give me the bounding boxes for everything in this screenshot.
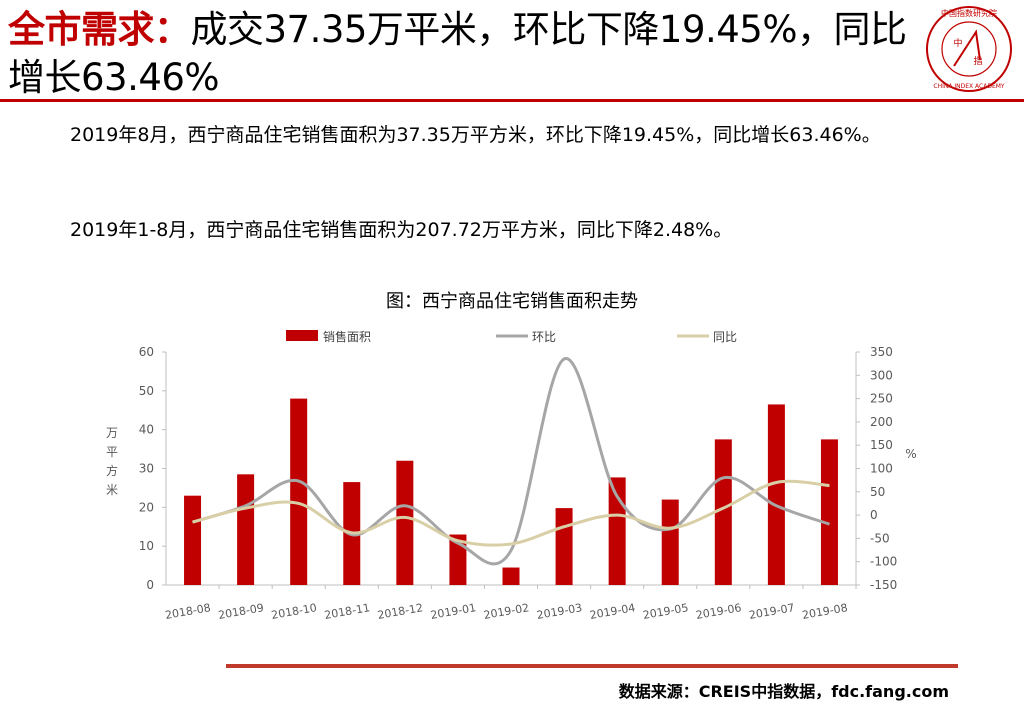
logo-text-bottom: CHINA INDEX ACADEMY: [933, 83, 1005, 90]
legend-swatch-bar: [286, 330, 318, 341]
bar: [396, 460, 414, 585]
title-rest: 成交37.35万平米，环比下降19.45%，同比增长63.46%: [8, 8, 907, 99]
title-divider: [0, 99, 1024, 102]
x-tick-label: 2019-03: [536, 601, 584, 622]
title-lead: 全市需求：: [8, 8, 191, 51]
logo-text-center: 中: [953, 37, 962, 49]
bar: [714, 439, 732, 585]
y2-tick-label: 300: [870, 368, 893, 382]
y-tick-label: 60: [139, 345, 154, 359]
y-tick-label: 20: [139, 500, 154, 514]
x-tick-label: 2018-08: [164, 601, 212, 622]
paragraph-1: 2019年8月，西宁商品住宅销售面积为37.35万平方米，环比下降19.45%，…: [70, 124, 881, 146]
bar: [237, 474, 255, 585]
bar: [820, 439, 838, 585]
chart-title: 图：西宁商品住宅销售面积走势: [386, 291, 638, 312]
y2-tick-label: 100: [870, 462, 893, 476]
bar: [184, 495, 202, 585]
x-tick-label: 2019-01: [430, 601, 478, 622]
y2-tick-label: 350: [870, 345, 893, 359]
x-tick-label: 2018-09: [217, 601, 265, 622]
bar: [502, 567, 520, 585]
x-tick-label: 2019-07: [748, 601, 796, 622]
logo-text-top: 中国指数研究院: [941, 8, 997, 18]
y-tick-label: 50: [139, 384, 154, 398]
x-tick-label: 2018-12: [376, 601, 424, 622]
data-source: 数据来源：CREIS中指数据，fdc.fang.com: [618, 682, 949, 701]
x-tick-label: 2019-04: [589, 601, 637, 622]
y-axis-title-char: 方: [106, 463, 118, 478]
y2-tick-label: 250: [870, 392, 893, 406]
paragraph-2: 2019年1-8月，西宁商品住宅销售面积为207.72万平方米，同比下降2.48…: [70, 219, 733, 241]
y2-tick-label: 150: [870, 438, 893, 452]
x-tick-label: 2019-08: [801, 601, 849, 622]
y2-tick-label: 200: [870, 415, 893, 429]
x-tick-label: 2019-05: [642, 601, 690, 622]
x-tick-label: 2018-10: [270, 601, 318, 622]
x-tick-label: 2019-02: [483, 601, 531, 622]
logo-outer-ring: [926, 6, 1012, 92]
logo-inner-ring: [941, 21, 997, 77]
line-mom: [192, 357, 830, 566]
y-axis-title-char: 平: [106, 445, 118, 459]
y-tick-label: 40: [139, 423, 154, 437]
legend-label-mom: 环比: [532, 330, 556, 344]
y2-tick-label: 50: [870, 485, 885, 499]
legend-label-yoy: 同比: [713, 330, 737, 344]
logo-mark: [953, 29, 981, 67]
y2-axis-title: %: [905, 447, 916, 461]
footer-divider: [226, 664, 958, 668]
y-tick-label: 30: [139, 462, 154, 476]
bar: [290, 398, 308, 585]
logo-text-center-2: 指: [973, 55, 982, 67]
x-tick-label: 2019-06: [695, 601, 743, 622]
bar: [767, 404, 785, 585]
y2-tick-label: -50: [870, 531, 890, 545]
y-axis-title-char: 米: [106, 483, 118, 497]
y2-tick-label: 0: [870, 508, 878, 522]
bar: [449, 534, 467, 585]
logo: 中国指数研究院 中 指 CHINA INDEX ACADEMY: [926, 6, 1012, 92]
bar: [661, 499, 679, 585]
y2-tick-label: -100: [870, 555, 897, 569]
y-axis-title-char: 万: [106, 426, 118, 440]
legend-label-bar: 销售面积: [323, 329, 371, 344]
page-title: 全市需求：成交37.35万平米，环比下降19.45%，同比增长63.46%: [8, 6, 908, 102]
x-tick-label: 2018-11: [323, 601, 371, 622]
bar: [555, 508, 573, 585]
y2-tick-label: -150: [870, 578, 897, 592]
y-tick-label: 10: [139, 539, 154, 553]
line-yoy: [192, 479, 830, 547]
y-tick-label: 0: [146, 578, 154, 592]
